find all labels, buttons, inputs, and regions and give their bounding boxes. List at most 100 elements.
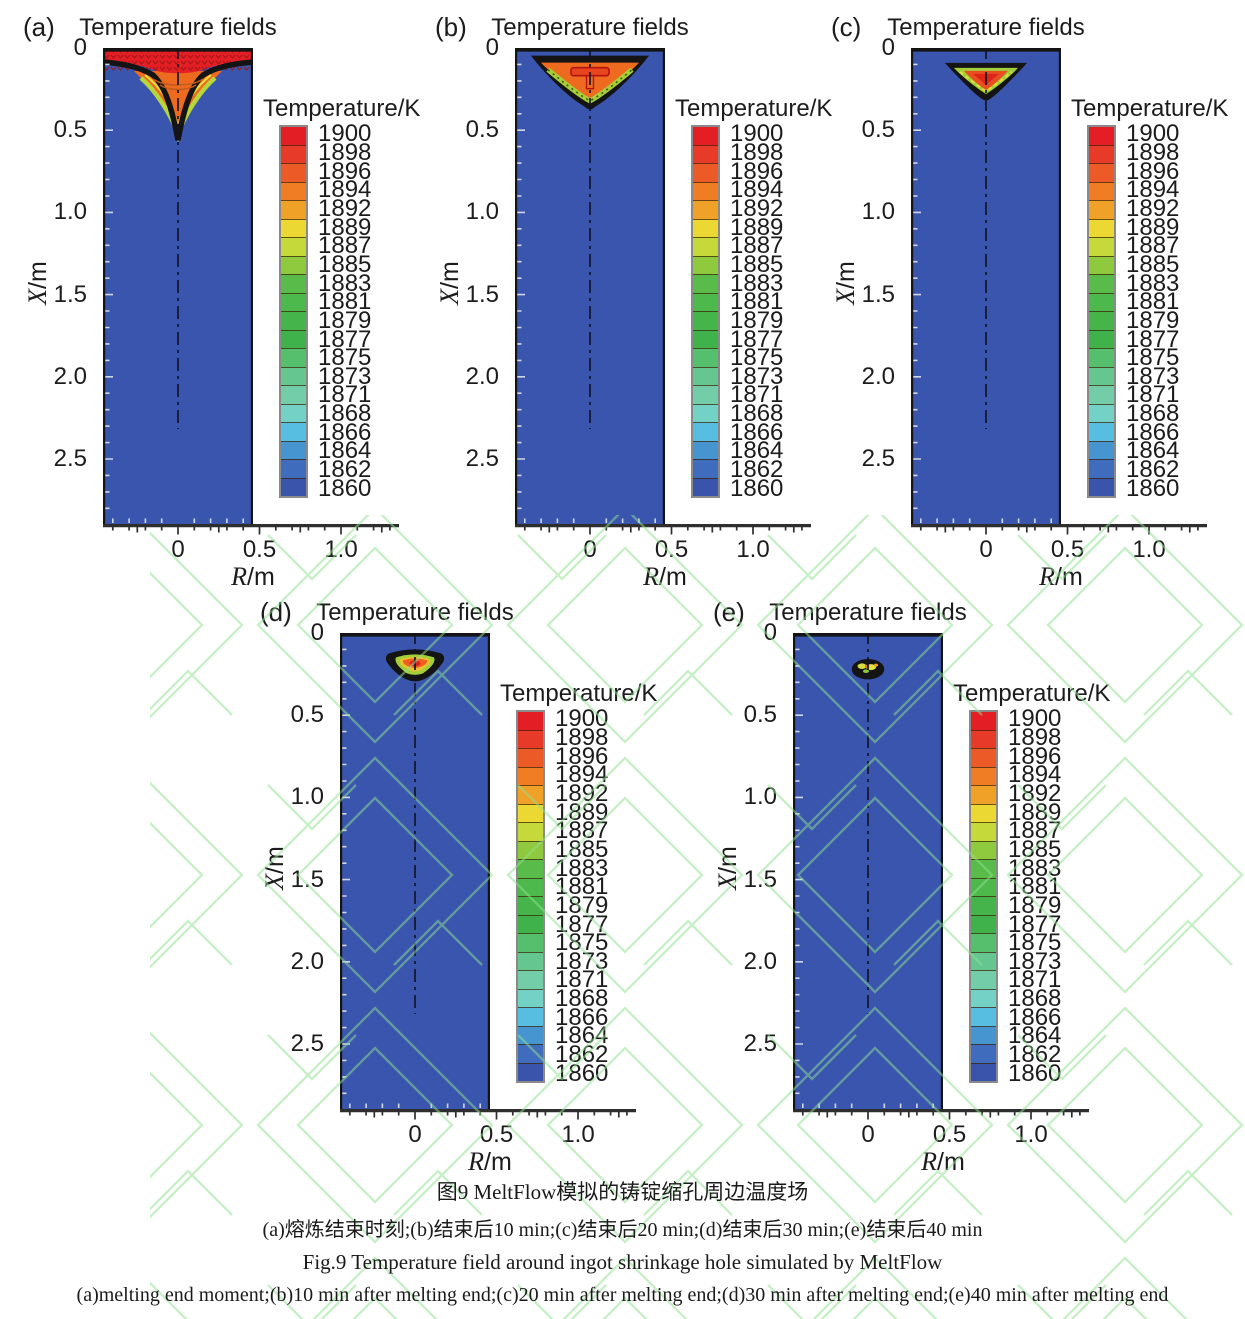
x-axis-label: R/m bbox=[231, 562, 275, 591]
colorbar-band bbox=[693, 127, 718, 145]
colorbar-band bbox=[281, 200, 306, 219]
colorbar-band bbox=[693, 274, 718, 293]
colorbar-level-label: 1879 bbox=[730, 306, 784, 334]
y-tick-label: 0 bbox=[310, 619, 324, 646]
colorbar-level-label: 1885 bbox=[318, 250, 372, 278]
colorbar-band bbox=[693, 348, 718, 367]
colorbar-band bbox=[281, 163, 306, 182]
colorbar-band bbox=[281, 311, 306, 330]
colorbar-band bbox=[518, 840, 543, 859]
colorbar-level-label: 1866 bbox=[730, 418, 784, 446]
y-tick-label: 1.0 bbox=[290, 783, 324, 811]
colorbar-level-label: 1898 bbox=[1126, 139, 1180, 166]
colorbar-level-label: 1879 bbox=[1126, 306, 1180, 334]
colorbar-band bbox=[1089, 477, 1114, 496]
colorbar-band bbox=[518, 951, 543, 970]
colorbar-band bbox=[281, 440, 306, 459]
colorbar-band bbox=[281, 422, 306, 441]
colorbar-band bbox=[281, 144, 306, 163]
colorbar-band bbox=[971, 766, 996, 785]
colorbar-level-label: 1881 bbox=[730, 288, 784, 316]
colorbar-level-label: 1894 bbox=[730, 176, 784, 204]
colorbar-band bbox=[518, 896, 543, 915]
colorbar-band bbox=[971, 951, 996, 970]
colorbar-band bbox=[518, 1062, 543, 1081]
x-tick-label: 0.5 bbox=[932, 1121, 967, 1148]
colorbar-level-label: 1862 bbox=[1126, 456, 1180, 483]
colorbar-band bbox=[281, 459, 306, 478]
y-axis-label: X/m bbox=[713, 846, 742, 890]
y-tick-label: 0 bbox=[485, 34, 499, 61]
colorbar-band bbox=[693, 292, 718, 311]
colorbar-band bbox=[971, 822, 996, 841]
colorbar-title: Temperature/K bbox=[500, 680, 658, 707]
y-axis-label: X/m bbox=[435, 261, 464, 305]
y-axis-label: X/m bbox=[23, 261, 52, 305]
colorbar-level-label: 1889 bbox=[730, 213, 784, 241]
colorbar-band bbox=[281, 255, 306, 274]
colorbar-level-label: 1864 bbox=[318, 437, 372, 465]
y-tick-label: 1.0 bbox=[861, 198, 895, 226]
colorbar-band bbox=[693, 329, 718, 348]
colorbar-band bbox=[971, 859, 996, 878]
colorbar-band bbox=[971, 970, 996, 989]
y-tick-label: 1.5 bbox=[861, 280, 895, 308]
colorbar-level-label: 1883 bbox=[318, 269, 372, 297]
colorbar-level-label: 1889 bbox=[318, 213, 372, 241]
colorbar-band bbox=[971, 933, 996, 952]
colorbar-level-label: 1898 bbox=[318, 139, 372, 166]
caption-title-en: Fig.9 Temperature field around ingot shr… bbox=[302, 1250, 943, 1274]
colorbar-band bbox=[281, 181, 306, 200]
panel-letter: (c) bbox=[831, 12, 862, 42]
colorbar-band bbox=[518, 822, 543, 841]
colorbar-level-label: 1887 bbox=[318, 232, 372, 260]
colorbar-band bbox=[693, 144, 718, 163]
colorbar-level-label: 1896 bbox=[1126, 157, 1180, 185]
colorbar-level-label: 1892 bbox=[318, 194, 372, 222]
colorbar-band bbox=[1089, 403, 1114, 422]
colorbar-level-label: 1862 bbox=[318, 456, 372, 483]
plot-canvas bbox=[103, 48, 253, 525]
colorbar-level-label: 1871 bbox=[1126, 381, 1180, 409]
colorbar-level-label: 1892 bbox=[730, 194, 784, 222]
colorbar-band bbox=[971, 729, 996, 748]
caption-panels-en: (a)melting end moment;(b)10 min after me… bbox=[76, 1284, 1169, 1306]
colorbar-level-label: 1868 bbox=[730, 400, 784, 428]
plot-title: Temperature fields bbox=[887, 14, 1085, 41]
colorbar-band bbox=[518, 1044, 543, 1063]
colorbar-band bbox=[971, 1062, 996, 1081]
y-tick-label: 2.0 bbox=[465, 362, 499, 390]
colorbar-band bbox=[971, 1025, 996, 1044]
colorbar-band bbox=[518, 1025, 543, 1044]
colorbar-band bbox=[1089, 127, 1114, 145]
x-axis-label: R/m bbox=[921, 1147, 965, 1176]
colorbar-band bbox=[281, 403, 306, 422]
colorbar-band bbox=[1089, 348, 1114, 367]
plot-canvas bbox=[340, 633, 490, 1110]
colorbar-level-label: 1866 bbox=[1126, 418, 1180, 446]
x-axis-label: R/m bbox=[468, 1147, 512, 1176]
colorbar-level-label: 1860 bbox=[318, 474, 372, 502]
colorbar-band bbox=[281, 477, 306, 496]
plot-title: Temperature fields bbox=[79, 14, 277, 41]
colorbar-level-label: 1864 bbox=[1126, 437, 1180, 465]
y-tick-label: 0.5 bbox=[861, 116, 895, 144]
colorbar-band bbox=[1089, 329, 1114, 348]
colorbar-band bbox=[281, 292, 306, 311]
colorbar: Temperature/K 1900 1898 1896 1894 1892 1889 188… bbox=[263, 95, 479, 505]
colorbar-band bbox=[518, 970, 543, 989]
colorbar-level-label: 1860 bbox=[555, 1059, 609, 1087]
colorbar-level-label: 1887 bbox=[1126, 232, 1180, 260]
colorbar-band bbox=[693, 181, 718, 200]
colorbar-level-label: 1868 bbox=[318, 400, 372, 428]
colorbar-title: Temperature/K bbox=[263, 95, 421, 122]
colorbar: Temperature/K 1900 1898 1896 1894 1892 1889 188… bbox=[953, 680, 1169, 1090]
colorbar-band bbox=[518, 914, 543, 933]
colorbar-level-label: 1868 bbox=[1126, 400, 1180, 428]
colorbar-band bbox=[1089, 311, 1114, 330]
colorbar-band bbox=[281, 366, 306, 385]
y-tick-label: 0.5 bbox=[290, 701, 324, 729]
colorbar-level-label: 1871 bbox=[730, 381, 784, 409]
y-tick-label: 0.5 bbox=[53, 116, 87, 144]
